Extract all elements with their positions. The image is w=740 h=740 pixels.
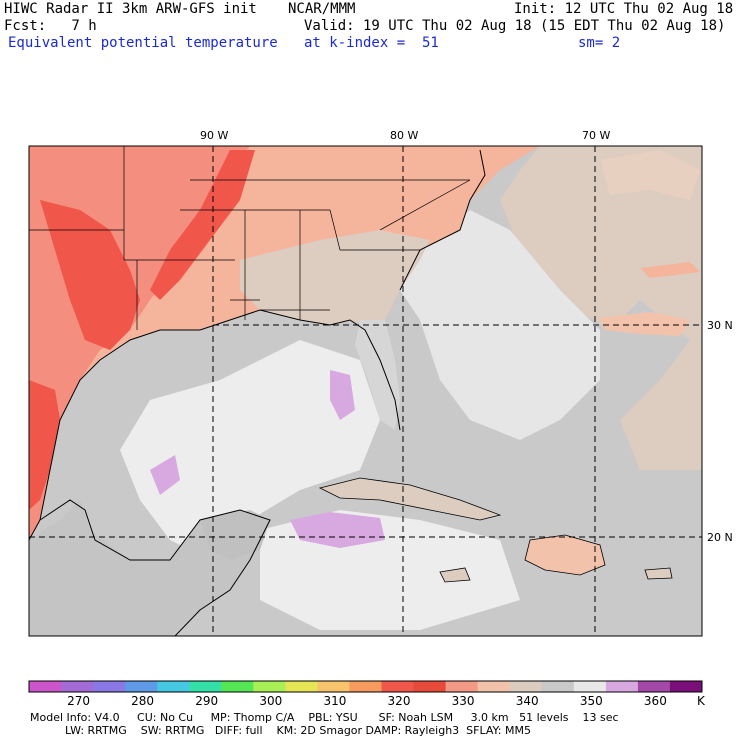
colorbar-tick-label: 350 (579, 694, 603, 708)
us-land-hot-band (150, 150, 255, 300)
colorbar-swatch (285, 681, 318, 692)
agency-label: NCAR/MMM (288, 1, 356, 17)
mexico-coastline (39, 499, 271, 637)
model-info-line1: Model Info: V4.0 CU: No Cu MP: Thomp C/A… (30, 711, 619, 724)
model-title: HIWC Radar II 3km ARW-GFS init (4, 1, 257, 17)
colorbar-tick-label: 340 (515, 694, 539, 708)
colorbar-swatch (317, 681, 350, 692)
state-borders (29, 146, 471, 330)
colorbar-unit: K (697, 694, 705, 708)
colorbar-swatch (349, 681, 383, 692)
colorbar-tick-label: 330 (451, 694, 475, 708)
colorbar-swatch (637, 681, 671, 692)
yucatan-land (200, 510, 270, 560)
colorbar-swatch (93, 681, 126, 692)
colorbar-swatch (445, 681, 479, 692)
colorbar-swatch (669, 681, 703, 692)
init-time: Init: 12 UTC Thu 02 Aug 18 (514, 1, 734, 17)
valid-time: Valid: 19 UTC Thu 02 Aug 18 (15 EDT Thu … (304, 18, 726, 34)
map-frame (28, 145, 703, 637)
colorbar-swatch (253, 681, 286, 692)
atlantic-light-region (400, 210, 600, 440)
cuba-land (318, 477, 502, 521)
colorbar-tick-label: 320 (387, 694, 411, 708)
gulf-purple-patch (330, 370, 355, 420)
colorbar-swatch (221, 681, 254, 692)
forecast-hour: Fcst: 7 h (4, 18, 97, 34)
model-info-line2: LW: RRTMG SW: RRTMG DIFF: full KM: 2D Sm… (30, 724, 531, 737)
colorbar-swatch (541, 681, 575, 692)
lat-label-30n: 30 N (707, 319, 733, 332)
level-index: at k-index = 51 (304, 35, 439, 51)
colorbar-swatch (413, 681, 447, 692)
lat-label-20n: 20 N (707, 531, 733, 544)
jamaica-land (439, 567, 471, 583)
us-land-hot-west (40, 200, 140, 350)
colorbar-tick-label: 300 (259, 694, 283, 708)
field-name: Equivalent potential temperature (8, 35, 278, 51)
gulf-purple-patch-2 (150, 455, 180, 495)
smoothing: sm= 2 (578, 35, 621, 51)
florida-peninsula (355, 320, 400, 430)
colorbar (28, 680, 703, 693)
colorbar-tick-label: 360 (643, 694, 667, 708)
colorbar-swatch (605, 681, 639, 692)
atlantic-tan-region (500, 146, 702, 470)
colorbar-swatch (381, 681, 415, 692)
colorbar-tick-label: 270 (67, 694, 90, 708)
colorbar-swatch (29, 681, 62, 692)
colorbar-swatch (61, 681, 94, 692)
southeast-cool (240, 230, 430, 330)
atlantic-orange-streak (640, 262, 700, 278)
colorbar-frame (28, 680, 703, 693)
colorbar-swatch (573, 681, 607, 692)
colorbar-tick-label: 310 (323, 694, 347, 708)
gulf-light-region (120, 340, 380, 560)
lon-label-80w: 80 W (390, 129, 418, 142)
lon-label-90w: 90 W (200, 129, 228, 142)
colorbar-tick-label: 290 (195, 694, 219, 708)
colorbar-swatch (189, 681, 222, 692)
atlantic-orange-patch (600, 312, 690, 336)
colorbar-swatch (125, 681, 158, 692)
colorbar-swatch (157, 681, 190, 692)
colorbar-swatch (477, 681, 511, 692)
colorbar-swatch (509, 681, 543, 692)
puerto-rico-land (644, 567, 673, 580)
us-land-hot-texas (29, 380, 60, 510)
lon-label-70w: 70 W (582, 129, 610, 142)
colorbar-tick-label: 280 (131, 694, 155, 708)
atlantic-warm-band (600, 150, 700, 200)
caribbean-purple-patch (290, 512, 385, 548)
